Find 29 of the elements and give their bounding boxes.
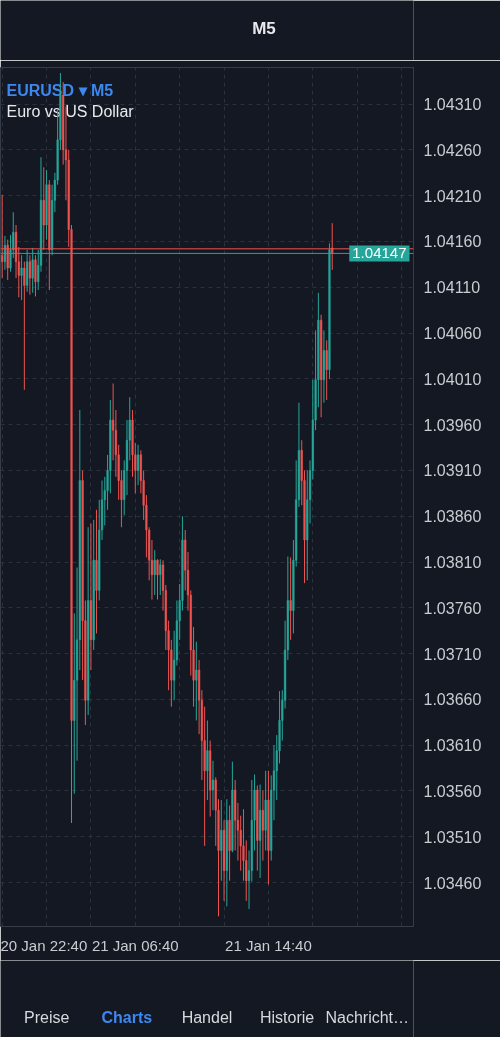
y-tick-label: 1.03560 bbox=[423, 782, 482, 800]
y-tick-label: 1.04160 bbox=[423, 233, 482, 251]
text: Nachricht… bbox=[325, 1009, 410, 1026]
text: Charts bbox=[101, 1009, 153, 1026]
y-tick-label: 1.03960 bbox=[423, 416, 482, 434]
y-tick-label: 1.03610 bbox=[423, 737, 482, 755]
text: M5 bbox=[252, 19, 276, 38]
y-tick-label: 1.03760 bbox=[423, 599, 482, 617]
y-tick-label: 1.03710 bbox=[423, 645, 482, 663]
y-tick-label: 1.03910 bbox=[423, 462, 482, 480]
y-tick-label: 1.03860 bbox=[423, 508, 482, 526]
y-tick-label: 1.04010 bbox=[423, 370, 482, 388]
x-tick-label: 20 Jan 22:40 bbox=[0, 936, 88, 954]
text: Handel bbox=[181, 1009, 233, 1026]
y-tick-label: 1.04210 bbox=[423, 187, 482, 205]
y-tick-label: 1.04060 bbox=[423, 325, 482, 343]
y-tick-label: 1.04310 bbox=[423, 96, 482, 114]
text: Euro vs US Dollar bbox=[6, 103, 135, 120]
x-tick-label: 21 Jan 06:40 bbox=[91, 936, 179, 954]
text: Preise bbox=[24, 1009, 70, 1026]
ref-line-label: 1.04147 bbox=[352, 244, 407, 262]
y-tick-label: 1.04260 bbox=[423, 141, 482, 159]
text: Historie bbox=[260, 1009, 315, 1026]
y-tick-label: 1.03810 bbox=[423, 554, 482, 572]
y-tick-label: 1.03510 bbox=[423, 828, 482, 846]
y-tick-label: 1.03460 bbox=[423, 874, 482, 892]
y-tick-label: 1.03660 bbox=[423, 691, 482, 709]
y-tick-label: 1.04110 bbox=[423, 279, 481, 297]
x-tick-label: 21 Jan 14:40 bbox=[225, 936, 312, 954]
